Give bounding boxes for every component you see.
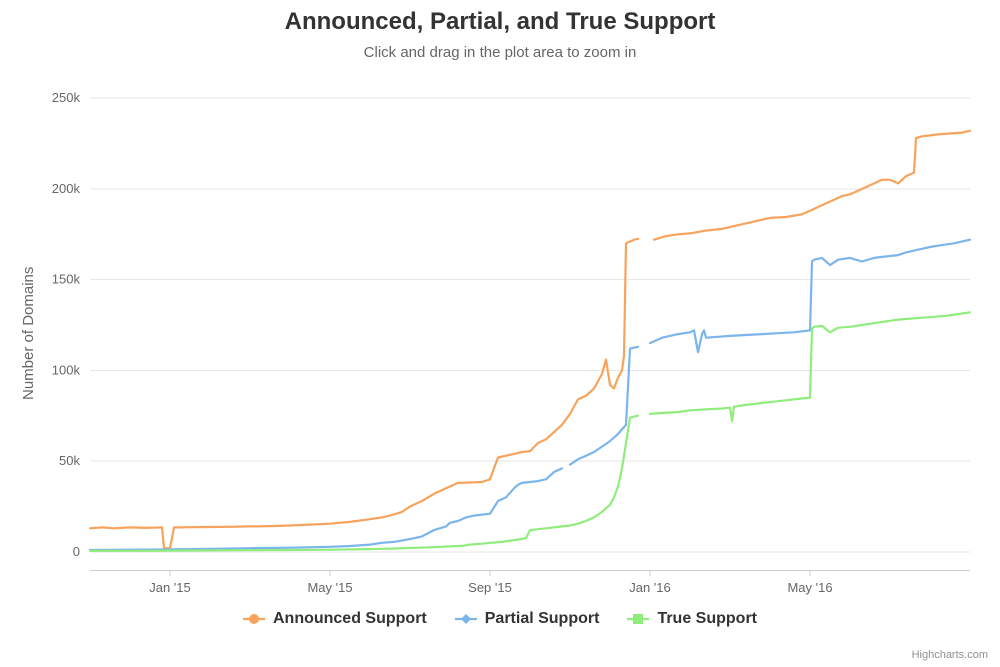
y-tick-label: 250k (52, 90, 81, 105)
chart-legend: Announced Support Partial Support True Sup… (0, 610, 1000, 631)
y-tick-label: 50k (59, 453, 80, 468)
legend-marker-icon (455, 612, 477, 626)
series-line[interactable] (650, 240, 970, 353)
series-line[interactable] (90, 416, 638, 551)
legend-item[interactable]: Partial Support (455, 610, 600, 628)
legend-label: Announced Support (273, 610, 427, 628)
legend-item[interactable]: True Support (627, 610, 757, 628)
series-line[interactable] (90, 239, 638, 548)
chart-title: Announced, Partial, and True Support (0, 8, 1000, 36)
x-tick-label: May '15 (307, 580, 352, 595)
x-tick-label: Jan '16 (629, 580, 671, 595)
legend-marker-icon (627, 612, 649, 626)
chart-credits[interactable]: Highcharts.com (912, 649, 988, 661)
x-tick-label: Sep '15 (468, 580, 512, 595)
legend-marker-icon (243, 612, 265, 626)
chart-container: Announced, Partial, and True Support Cli… (0, 0, 1000, 667)
series-line[interactable] (90, 468, 562, 550)
legend-label: True Support (657, 610, 757, 628)
plot-area[interactable]: 0 50k 100k 150k 200k 250k Jan '15 May '15 Sep '1… (30, 80, 990, 610)
y-tick-label: 0 (73, 544, 80, 559)
x-tick-label: Jan '15 (149, 580, 191, 595)
x-tick-label: May '16 (787, 580, 832, 595)
legend-label: Partial Support (485, 610, 600, 628)
chart-subtitle: Click and drag in the plot area to zoom … (0, 44, 1000, 61)
y-tick-label: 200k (52, 181, 81, 196)
legend-item[interactable]: Announced Support (243, 610, 427, 628)
series-line[interactable] (654, 131, 970, 240)
y-tick-label: 150k (52, 272, 81, 287)
y-tick-label: 100k (52, 362, 81, 377)
